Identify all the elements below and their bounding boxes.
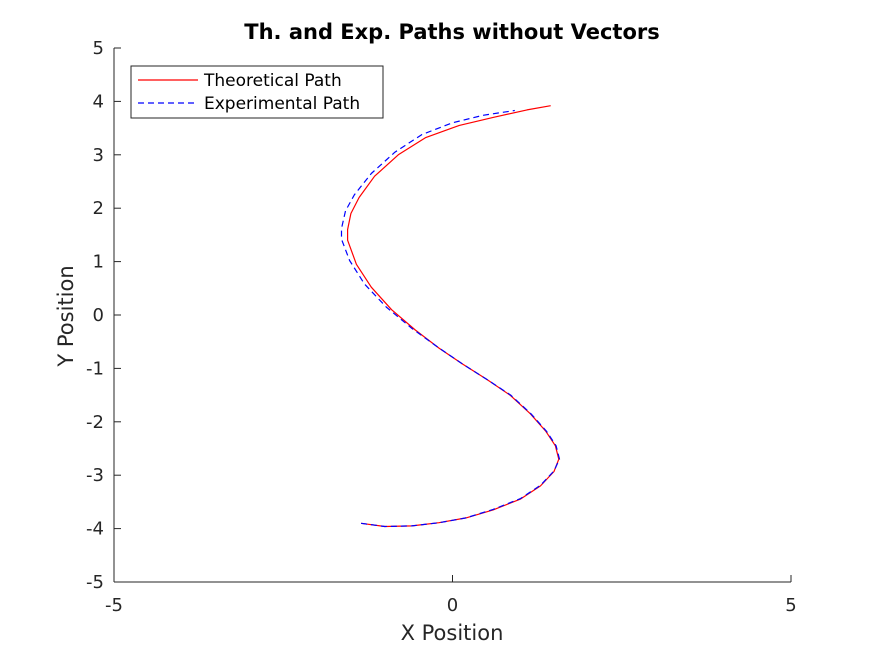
y-tick-label: 2 — [93, 198, 104, 219]
x-axis-title: X Position — [401, 621, 504, 645]
x-tick-label: 5 — [785, 595, 796, 616]
x-tick-label: 0 — [447, 595, 458, 616]
series-line-experimental — [340, 109, 561, 528]
legend: Theoretical Path Experimental Path — [130, 65, 384, 119]
axes-layer: -5 0 5 -5 -4 -3 -2 -1 0 1 2 3 4 5 — [86, 38, 797, 616]
y-tick-label: -2 — [86, 412, 104, 433]
y-tick-label: 3 — [93, 145, 104, 166]
y-tick-label: 1 — [93, 252, 104, 273]
series-layer — [340, 105, 561, 528]
y-tick-label: -5 — [86, 572, 104, 593]
y-tick-label: -4 — [86, 519, 104, 540]
y-axis-title: Y Position — [54, 265, 78, 367]
y-tick-label: 0 — [93, 305, 104, 326]
y-tick-label: -1 — [86, 358, 104, 379]
legend-label-theoretical: Theoretical Path — [203, 71, 342, 91]
chart-title: Th. and Exp. Paths without Vectors — [244, 20, 659, 44]
plot-area — [114, 48, 791, 582]
legend-box — [130, 65, 384, 119]
x-tick-label: -5 — [105, 595, 123, 616]
legend-label-experimental: Experimental Path — [204, 94, 360, 114]
y-tick-label: 5 — [93, 38, 104, 59]
y-tick-label: 4 — [93, 91, 104, 112]
y-tick-label: -3 — [86, 465, 104, 486]
